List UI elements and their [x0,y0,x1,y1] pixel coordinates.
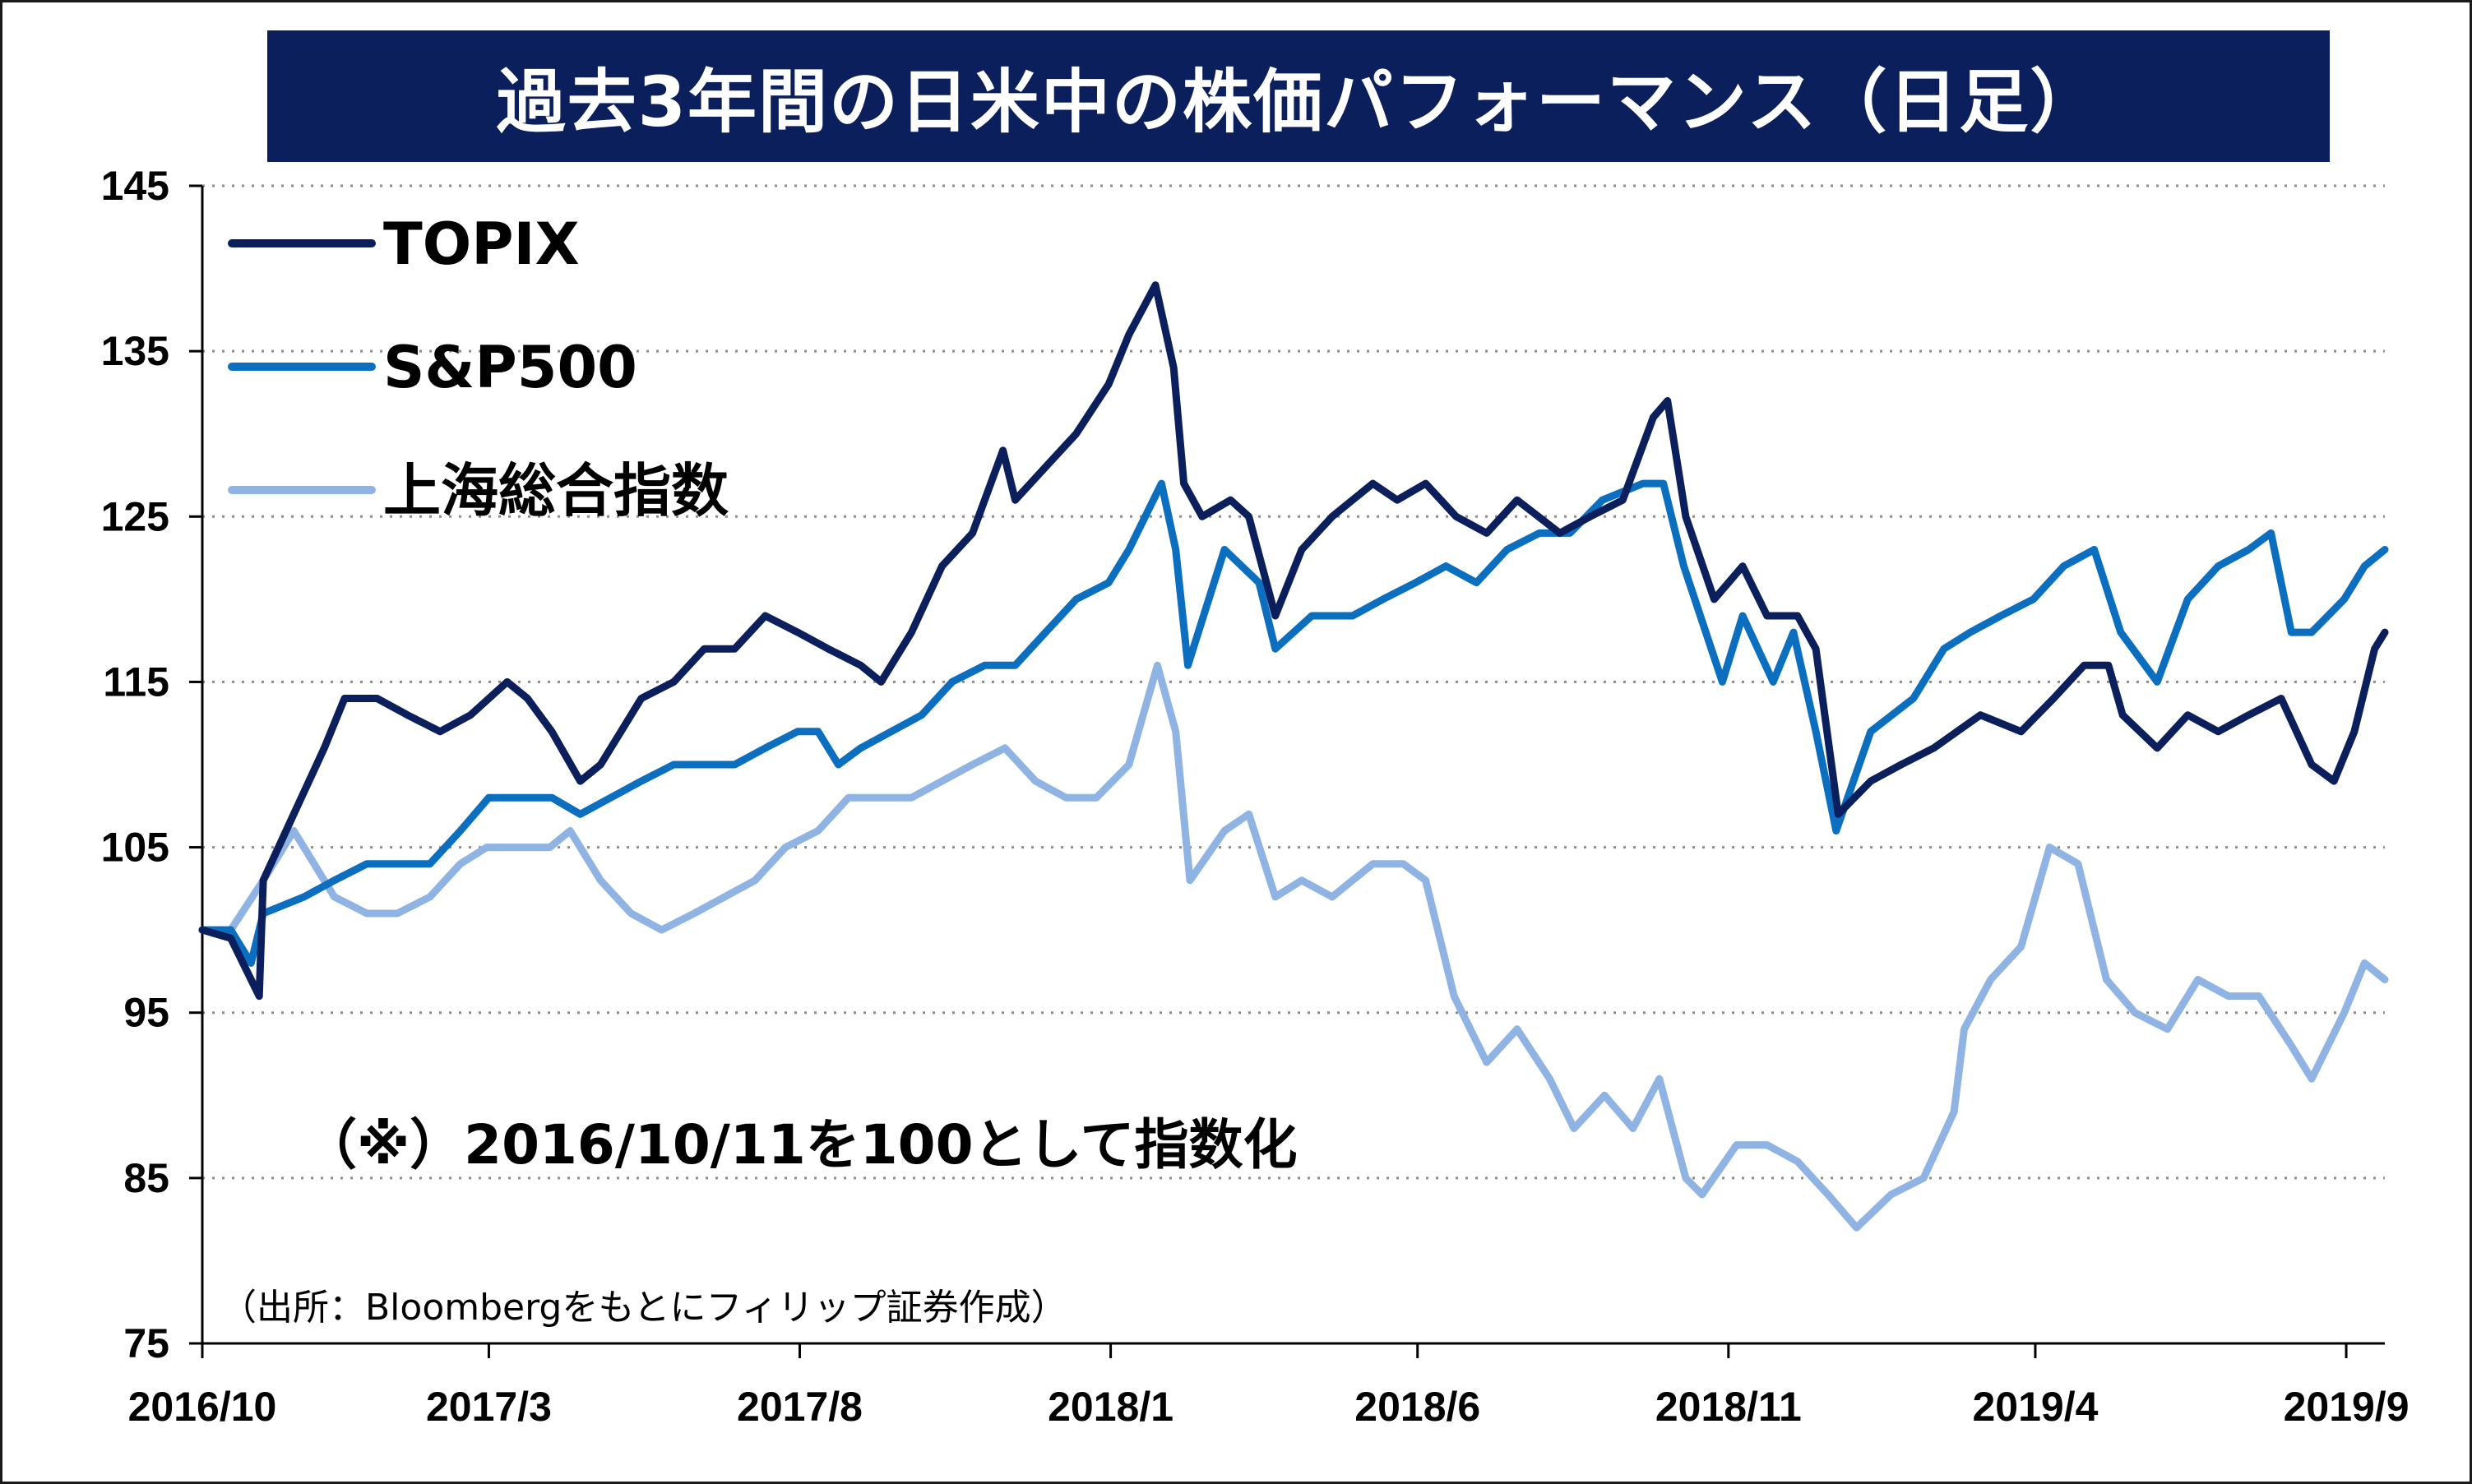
legend-label-sp500: S&P500 [383,334,637,401]
chart-title: 過去3年間の日米中の株価パフォーマンス（日足） [496,61,2101,142]
x-tick-label: 2019/4 [1972,1384,2098,1430]
legend-label-shanghai: 上海総合指数 [383,457,729,525]
y-tick-label: 125 [101,493,169,539]
y-tick-label: 105 [101,825,169,871]
y-tick-label: 135 [101,328,169,374]
x-tick-label: 2017/8 [737,1384,863,1430]
axes: 145 135 125 115 105 95 85 75 2016/10 2017/3 2017/8… [101,163,2410,1430]
x-tick-label: 2016/10 [128,1384,277,1430]
series-line-sp500 [198,479,2389,967]
series-lines [198,281,2389,1232]
x-tick-label: 2019/9 [2284,1384,2410,1430]
legend: TOPIX S&P500 上海総合指数 [228,210,729,525]
y-tick-label: 95 [123,990,169,1036]
x-tick-label: 2018/6 [1354,1384,1480,1430]
source-note: （出所：Bloombergをもとにフィリップ証券作成） [220,1287,1067,1329]
x-tick-label: 2017/3 [426,1384,552,1430]
x-tick-label: 2018/1 [1048,1384,1174,1430]
y-tick-label: 75 [123,1320,169,1366]
index-note: （※）2016/10/11を100として指数化 [303,1113,1298,1177]
series-line-shanghai [198,661,2389,1232]
series-line-topix [198,281,2389,1001]
legend-label-topix: TOPIX [383,210,580,278]
y-tick-label: 85 [123,1155,169,1201]
y-tick-label: 115 [103,659,169,705]
y-tick-label: 145 [101,163,169,209]
x-tick-label: 2018/11 [1655,1384,1802,1430]
title-banner: 過去3年間の日米中の株価パフォーマンス（日足） [267,30,2330,162]
